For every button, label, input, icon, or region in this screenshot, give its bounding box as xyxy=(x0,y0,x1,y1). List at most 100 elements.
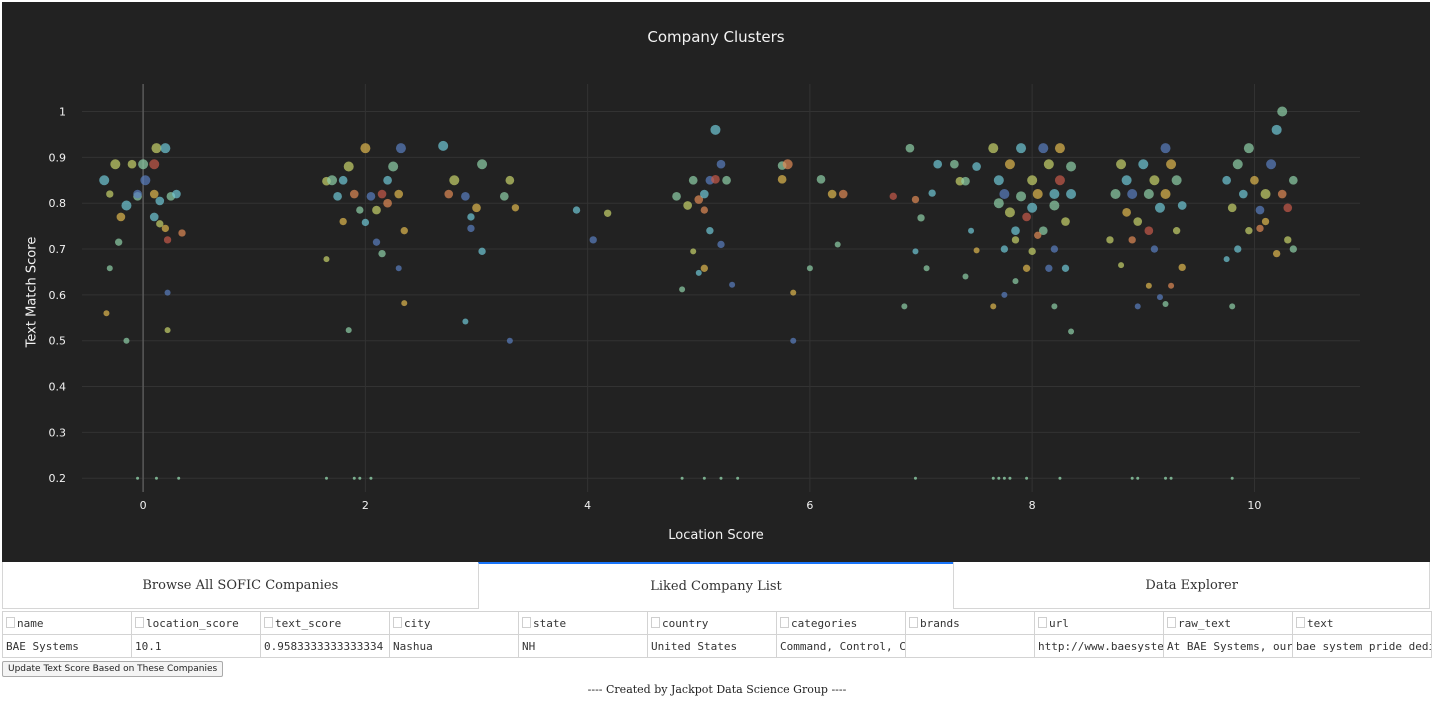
scatter-point[interactable] xyxy=(1068,328,1075,335)
scatter-point[interactable] xyxy=(462,318,469,325)
scatter-point[interactable] xyxy=(1054,143,1065,154)
scatter-point[interactable] xyxy=(1284,236,1292,244)
scatter-plot-panel[interactable]: 0.2 0.3 0.4 0.5 0.6 0.7 0.8 0.9 1 0 2 4 6 8 10 Company… xyxy=(2,2,1430,562)
scatter-point[interactable] xyxy=(988,143,999,154)
column-header-brands[interactable]: brands xyxy=(905,611,1035,635)
scatter-point[interactable] xyxy=(1149,175,1160,186)
scatter-point[interactable] xyxy=(790,337,797,344)
scatter-point[interactable] xyxy=(1022,212,1031,222)
scatter-point[interactable] xyxy=(1150,245,1159,253)
scatter-point[interactable] xyxy=(777,175,787,184)
column-delete-icon[interactable] xyxy=(651,616,660,628)
scatter-point[interactable] xyxy=(933,159,943,169)
scatter-point[interactable] xyxy=(156,220,164,228)
scatter-point[interactable] xyxy=(683,201,692,210)
scatter-point[interactable] xyxy=(1118,262,1125,269)
scatter-point[interactable] xyxy=(1061,264,1070,272)
scatter-point[interactable] xyxy=(1011,236,1020,244)
scatter-point[interactable] xyxy=(1027,202,1038,213)
scatter-point[interactable] xyxy=(834,241,841,248)
scatter-point[interactable] xyxy=(1034,231,1042,239)
column-header-country[interactable]: country xyxy=(647,611,777,635)
column-delete-icon[interactable] xyxy=(1038,616,1047,628)
column-header-name[interactable]: name xyxy=(2,611,132,635)
scatter-point[interactable] xyxy=(1122,208,1131,217)
column-delete-icon[interactable] xyxy=(264,616,273,628)
scatter-point[interactable] xyxy=(472,203,481,213)
scatter-point[interactable] xyxy=(1038,226,1048,236)
scatter-point[interactable] xyxy=(378,249,386,258)
column-delete-icon[interactable] xyxy=(1167,616,1176,628)
scatter-point[interactable] xyxy=(1177,201,1187,210)
scatter-point[interactable] xyxy=(323,256,330,263)
scatter-point[interactable] xyxy=(961,176,970,186)
scatter-point[interactable] xyxy=(163,236,172,244)
column-header-text[interactable]: text xyxy=(1292,611,1432,635)
scatter-point[interactable] xyxy=(1127,189,1138,200)
scatter-point[interactable] xyxy=(911,195,920,204)
scatter-point[interactable] xyxy=(383,198,392,208)
column-header-categories[interactable]: categories xyxy=(776,611,906,635)
scatter-point[interactable] xyxy=(1066,189,1077,200)
scatter-point[interactable] xyxy=(889,192,897,200)
scatter-point[interactable] xyxy=(178,229,186,237)
scatter-point[interactable] xyxy=(1027,175,1038,186)
scatter-point[interactable] xyxy=(123,337,130,344)
scatter-point[interactable] xyxy=(1016,191,1027,202)
scatter-point[interactable] xyxy=(461,191,470,201)
scatter-point[interactable] xyxy=(1066,161,1077,172)
column-header-state[interactable]: state xyxy=(518,611,648,635)
scatter-point[interactable] xyxy=(388,161,399,172)
scatter-point[interactable] xyxy=(338,175,348,185)
table-cell-categories[interactable]: Command, Control, Com xyxy=(776,634,906,658)
scatter-point[interactable] xyxy=(1012,278,1019,285)
scatter-point[interactable] xyxy=(706,227,714,235)
scatter-point[interactable] xyxy=(1045,264,1053,272)
scatter-point[interactable] xyxy=(106,265,113,272)
scatter-point[interactable] xyxy=(467,213,475,221)
scatter-point[interactable] xyxy=(1172,227,1181,235)
tab-browse-all-companies[interactable]: Browse All SOFIC Companies xyxy=(2,562,478,609)
scatter-point[interactable] xyxy=(1277,189,1287,199)
scatter-point[interactable] xyxy=(106,190,114,198)
scatter-point[interactable] xyxy=(710,124,721,135)
scatter-point[interactable] xyxy=(164,327,171,334)
scatter-point[interactable] xyxy=(1116,159,1127,170)
scatter-point[interactable] xyxy=(1016,143,1027,154)
scatter-point[interactable] xyxy=(695,269,702,276)
scatter-point[interactable] xyxy=(1288,175,1298,185)
scatter-point[interactable] xyxy=(151,143,162,154)
scatter-point[interactable] xyxy=(729,281,736,288)
scatter-point[interactable] xyxy=(711,175,720,184)
table-cell-state[interactable]: NH xyxy=(518,634,648,658)
scatter-point[interactable] xyxy=(1272,249,1281,258)
scatter-point[interactable] xyxy=(717,240,725,249)
scatter-point[interactable] xyxy=(1160,143,1171,154)
table-cell-brands[interactable] xyxy=(905,634,1035,658)
scatter-point[interactable] xyxy=(511,204,520,212)
scatter-point[interactable] xyxy=(140,175,151,186)
scatter-point[interactable] xyxy=(1128,236,1136,244)
column-header-text-score[interactable]: text_score xyxy=(260,611,390,635)
scatter-point[interactable] xyxy=(121,200,132,211)
scatter-point[interactable] xyxy=(361,218,370,227)
scatter-point[interactable] xyxy=(1049,189,1060,200)
scatter-point[interactable] xyxy=(962,273,969,280)
scatter-point[interactable] xyxy=(999,189,1010,200)
scatter-point[interactable] xyxy=(990,303,997,310)
scatter-point[interactable] xyxy=(138,159,149,170)
scatter-point[interactable] xyxy=(901,303,908,310)
table-row[interactable]: BAE Systems 10.1 0.9583333333333334 Nashua N… xyxy=(2,634,1432,658)
scatter-point[interactable] xyxy=(172,189,181,199)
scatter-point[interactable] xyxy=(1283,203,1293,213)
tab-liked-company-list[interactable]: Liked Company List xyxy=(477,562,954,609)
scatter-point[interactable] xyxy=(1232,159,1243,170)
scatter-point[interactable] xyxy=(401,300,408,307)
scatter-point[interactable] xyxy=(968,227,975,234)
scatter-point[interactable] xyxy=(110,159,121,170)
scatter-point[interactable] xyxy=(160,143,171,154)
scatter-point[interactable] xyxy=(993,175,1004,186)
column-header-location-score[interactable]: location_score xyxy=(131,611,261,635)
scatter-point[interactable] xyxy=(467,224,475,233)
scatter-point[interactable] xyxy=(816,175,826,184)
